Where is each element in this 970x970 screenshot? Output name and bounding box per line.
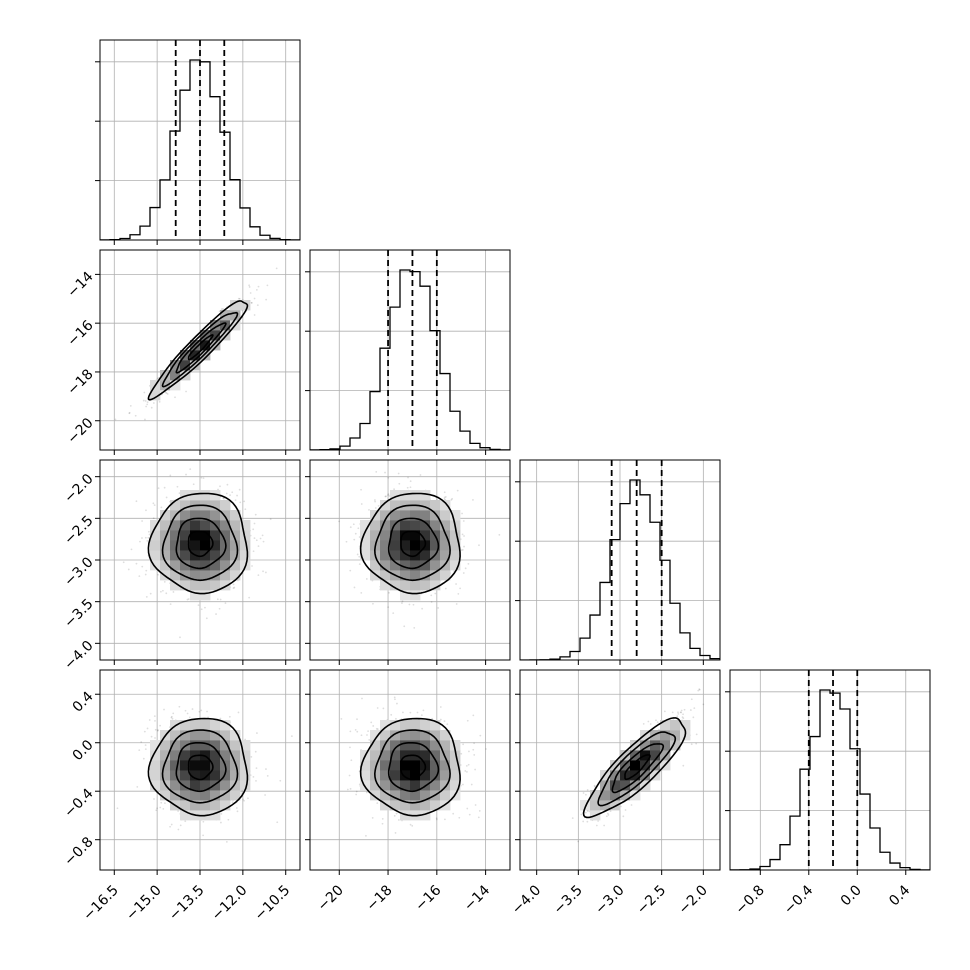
y-tick-label: −0.4 (61, 785, 96, 820)
panel-frame (309, 669, 511, 871)
scatter-panel-2-1 (305, 459, 511, 665)
contour-line (597, 731, 677, 807)
contour-line (175, 517, 227, 570)
x-tick-label: −18 (363, 882, 395, 914)
x-tick-label: −3.5 (551, 882, 586, 917)
x-tick-label: −3.0 (592, 882, 627, 917)
contour-line (387, 742, 440, 793)
y-tick-label: −3.0 (61, 554, 96, 589)
contour-line (147, 717, 249, 817)
y-tick-label: −3.5 (61, 596, 96, 631)
y-tick-label: −2.5 (61, 513, 96, 548)
x-tick-label: −20 (315, 882, 347, 914)
x-tick-label: 0.0 (838, 882, 865, 909)
x-tick-label: −0.8 (733, 882, 768, 917)
scatter-panel-1-0: −20 −18 −16 −14 (64, 249, 301, 455)
y-tick-label: −20 (64, 415, 96, 447)
x-tick-label: −16 (412, 882, 444, 914)
x-tick-label: −0.4 (781, 882, 816, 917)
x-tick-label: −10.5 (252, 882, 294, 924)
contour-line (187, 334, 214, 361)
x-tick-label: −2.0 (676, 882, 711, 917)
scatter-panel-2-0: −4.0 −3.5 −3.0 −2.5 −2.0 (61, 459, 301, 673)
x-tick-label: 0.4 (886, 882, 913, 909)
contour-line (161, 729, 239, 804)
x-tick-label: −13.5 (166, 882, 208, 924)
contour-line (161, 311, 239, 388)
scatter-panel-3-1: −20 −18 −16 −14 (305, 669, 511, 915)
scatter-panel-3-0: −16.5 −15.0 −13.5 −12.0 −10.5 −0.8 −0.4 0.0 0.4 (61, 669, 301, 924)
x-tick-label: −14 (461, 882, 493, 914)
histogram-panel-2 (515, 459, 721, 665)
contour-line (624, 754, 651, 781)
contour-line (187, 754, 214, 781)
histogram-bars (730, 689, 930, 870)
contour-line (400, 754, 427, 781)
contour-line (373, 504, 451, 582)
scatter-panel-3-2: −4.0 −3.5 −3.0 −2.5 −2.0 (509, 669, 721, 918)
histogram-panel-3: −0.8 −0.4 0.0 0.4 (725, 669, 931, 918)
contour-line (582, 717, 687, 819)
contour-line (387, 517, 440, 570)
y-tick-label: −2.0 (61, 471, 96, 506)
contour-line (161, 504, 239, 582)
contour-line (611, 743, 665, 794)
y-tick-label: 0.0 (70, 737, 97, 764)
y-tick-label: 0.4 (70, 689, 97, 716)
y-tick-label: −0.8 (61, 834, 96, 869)
x-tick-label: −15.0 (123, 882, 165, 924)
contour-line (400, 530, 427, 558)
contour-line (359, 717, 461, 817)
contour-line (175, 322, 227, 374)
histogram-bars (520, 479, 720, 660)
contour-line (147, 300, 249, 401)
contour-line (187, 530, 214, 558)
x-tick-label: −12.0 (209, 882, 251, 924)
y-tick-label: −14 (64, 269, 96, 301)
histogram-bars (310, 269, 510, 450)
x-tick-label: −2.5 (634, 882, 669, 917)
panel-frame (729, 669, 931, 871)
x-tick-label: −4.0 (509, 882, 544, 917)
x-tick-label: −16.5 (80, 882, 122, 924)
contour-line (175, 742, 227, 793)
y-tick-label: −18 (64, 366, 96, 398)
y-tick-label: −4.0 (61, 638, 96, 673)
panel-frame (309, 249, 511, 451)
contour-line (147, 492, 249, 595)
histogram-panel-0 (95, 39, 301, 245)
y-tick-label: −16 (64, 317, 96, 349)
contour-line (359, 492, 461, 595)
contour-line (373, 729, 451, 804)
histogram-panel-1 (305, 249, 511, 455)
